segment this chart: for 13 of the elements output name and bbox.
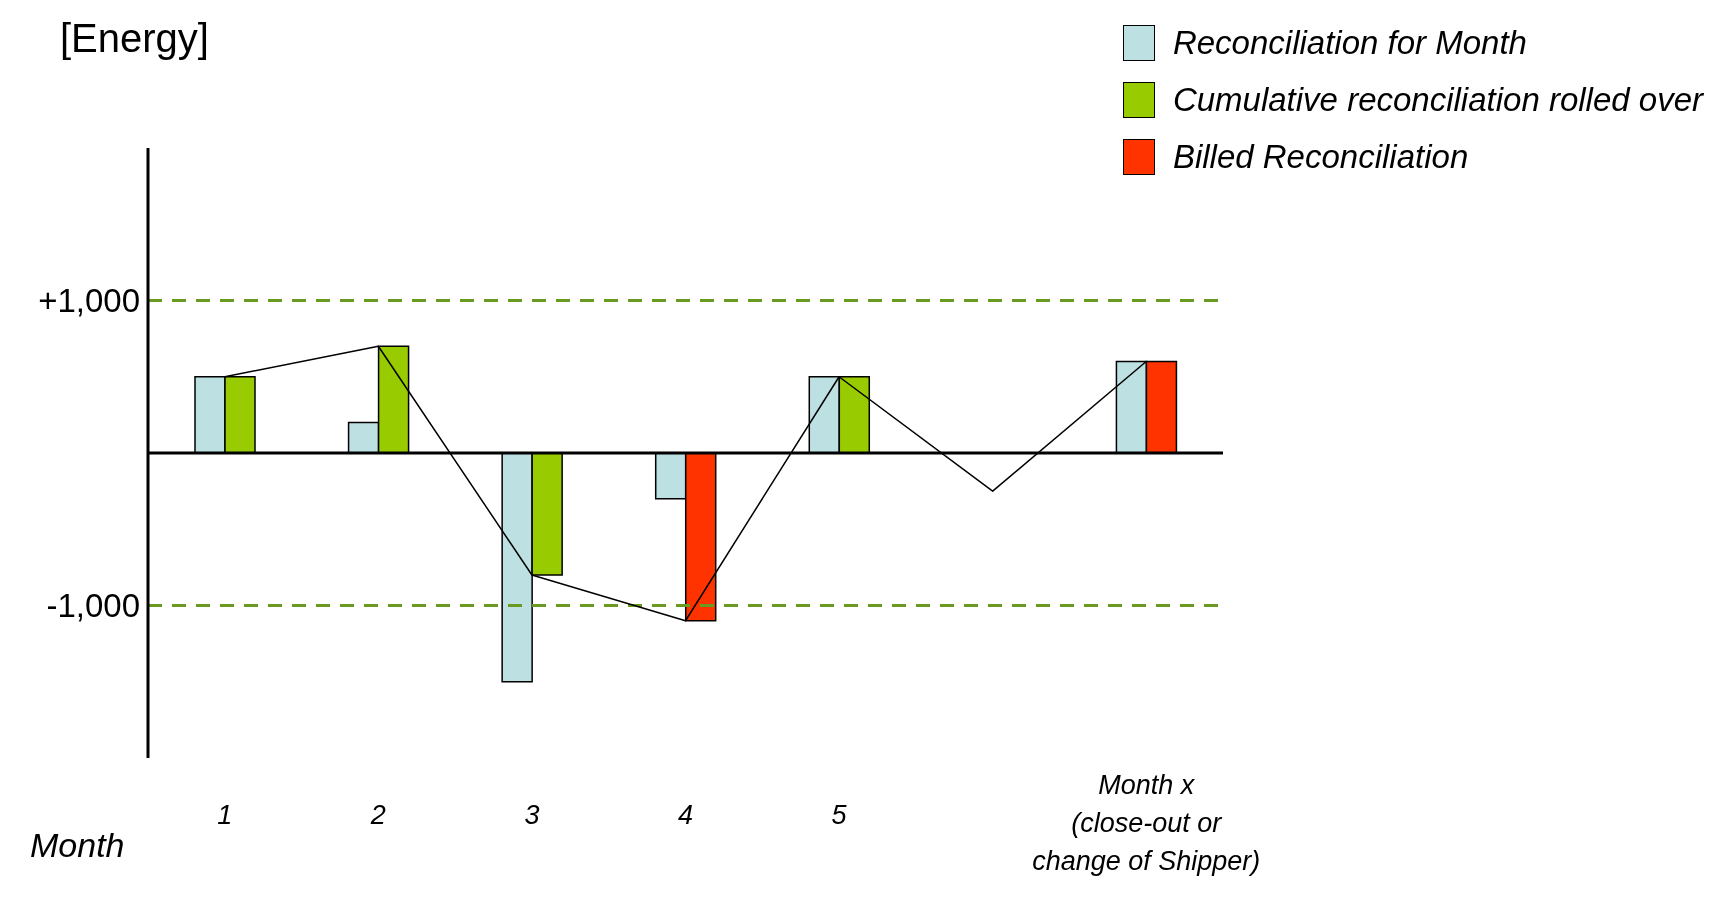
x-axis-title: Month [30,826,125,865]
x-tick-label: Month x (close-out or change of Shipper) [1032,770,1261,876]
y-axis-title: [Energy] [60,16,209,61]
legend-label: Cumulative reconciliation rolled over [1172,80,1703,119]
x-tick-label: 4 [677,800,694,830]
x-tick-label: 3 [524,800,540,830]
legend-label: Reconciliation for Month [1172,23,1527,62]
y-tick-label: +1,000 [38,282,140,320]
x-tick-label: 1 [217,800,233,830]
x-tick-label: 2 [369,800,386,830]
y-tick-label: -1,000 [46,587,140,625]
x-tick-label: 5 [831,800,848,830]
legend-label: Billed Reconciliation [1172,137,1469,176]
